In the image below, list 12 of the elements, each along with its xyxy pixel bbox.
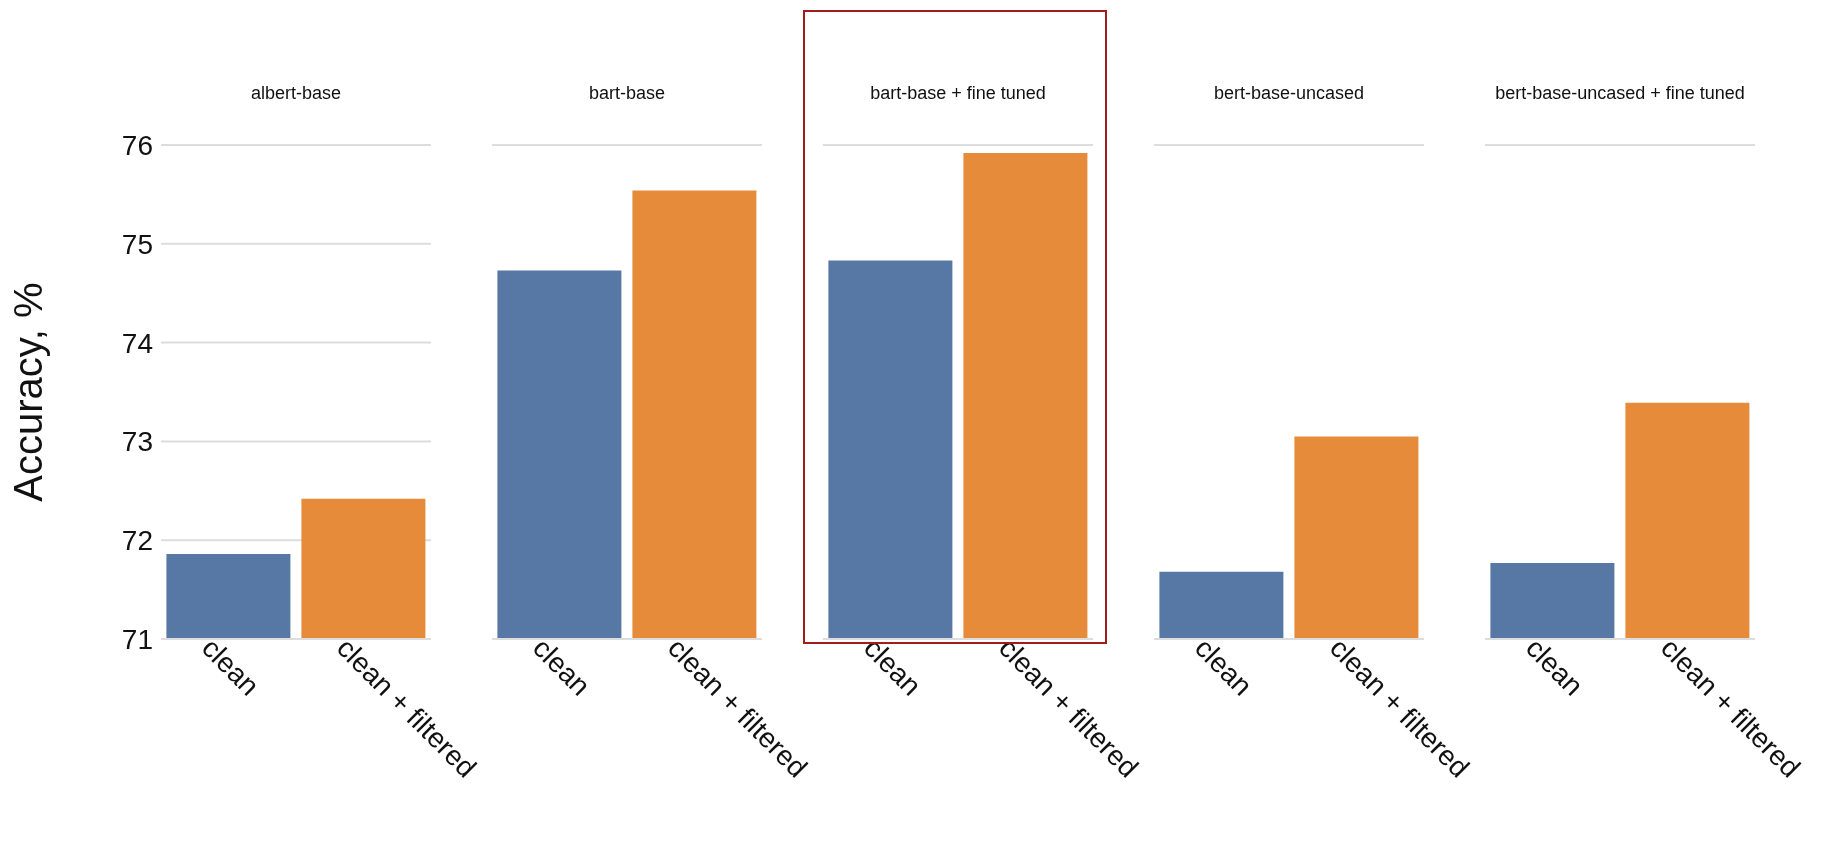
chart-title: bart-base (588, 83, 666, 104)
chart-title: albert-base (250, 83, 342, 104)
y-axis-title: Accuracy, % (6, 282, 51, 502)
chart-title: bert-base-uncased + fine tuned (1495, 83, 1745, 104)
y-tick-label: 73 (121, 426, 153, 458)
y-tick-label: 74 (121, 327, 153, 359)
y-tick-label: 76 (121, 129, 153, 161)
y-tick-label: 75 (121, 228, 153, 260)
y-tick-label: 71 (121, 623, 153, 655)
y-tick-label: 72 (121, 525, 153, 557)
chart-title: bart-base + fine tuned (870, 83, 1046, 104)
chart-title: bert-base-uncased (1213, 83, 1365, 104)
